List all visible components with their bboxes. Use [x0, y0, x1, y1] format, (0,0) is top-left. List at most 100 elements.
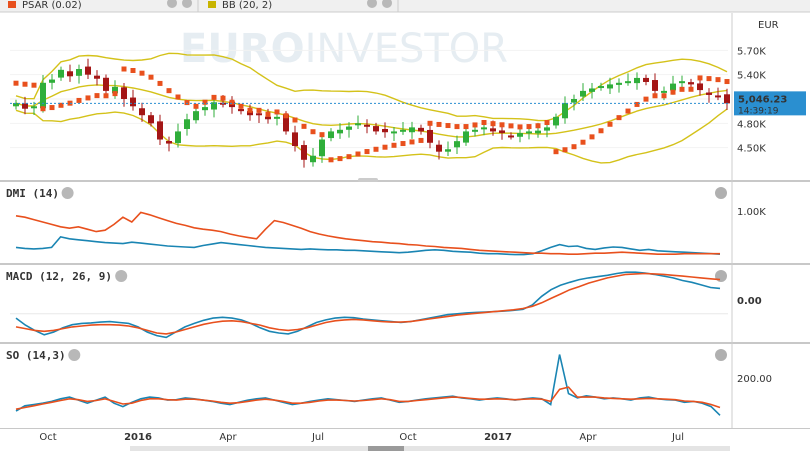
candle: [175, 123, 181, 148]
navigator-thumb[interactable]: [368, 446, 404, 451]
indicator-label: BB (20, 2): [222, 0, 272, 11]
candle-body: [553, 116, 559, 126]
psar-point: [562, 147, 568, 153]
candle: [688, 78, 694, 88]
x-axis-band: [0, 429, 810, 451]
candle: [589, 82, 595, 99]
psar-point: [688, 86, 694, 92]
psar-point: [85, 95, 91, 101]
indicator-tab[interactable]: BB (20, 2): [208, 0, 399, 12]
psar-point: [175, 94, 181, 100]
x-tick-label: 2017: [484, 432, 512, 443]
candle-body: [328, 131, 334, 139]
price-tag-value: 5,046.23: [738, 94, 787, 105]
candle-body: [202, 107, 208, 111]
candle: [616, 78, 622, 93]
candle: [193, 107, 199, 124]
price-tag-time: 14:39:19: [738, 106, 779, 116]
psar-point: [418, 137, 424, 143]
candle-body: [454, 141, 460, 148]
close-icon[interactable]: [715, 270, 727, 282]
candle-body: [85, 66, 91, 75]
psar-point: [427, 120, 433, 126]
panel-resize-handle[interactable]: [358, 178, 378, 182]
psar-point: [436, 121, 442, 127]
candle: [571, 94, 577, 111]
candle: [445, 141, 451, 157]
psar-point: [490, 121, 496, 127]
candle-body: [436, 144, 442, 152]
candle-body: [283, 114, 289, 132]
candle: [526, 127, 532, 140]
psar-point: [373, 146, 379, 152]
psar-point: [22, 81, 28, 87]
close-icon[interactable]: [382, 0, 392, 8]
psar-point: [13, 80, 19, 86]
candle-body: [625, 81, 631, 84]
candle: [391, 127, 397, 141]
psar-point: [499, 122, 505, 128]
candle-body: [355, 123, 361, 126]
candle: [724, 88, 730, 111]
psar-point: [454, 124, 460, 130]
psar-point: [661, 93, 667, 99]
candle: [67, 64, 73, 82]
x-tick-label: Jul: [671, 432, 684, 443]
psar-point: [607, 121, 613, 127]
psar-point: [571, 144, 577, 150]
x-tick-label: Apr: [219, 432, 237, 443]
psar-point: [292, 117, 298, 123]
candle-body: [337, 129, 343, 134]
close-icon[interactable]: [182, 0, 192, 8]
psar-point: [526, 124, 532, 130]
psar-point: [616, 115, 622, 121]
psar-point: [130, 68, 136, 74]
candle-body: [175, 131, 181, 144]
candle: [301, 140, 307, 168]
psar-point: [229, 99, 235, 105]
psar-point: [409, 139, 415, 145]
macd-title: MACD (12, 26, 9): [6, 270, 112, 283]
price-tick-label: 5.70K: [737, 46, 766, 57]
candle-body: [364, 124, 370, 127]
candle: [49, 74, 55, 90]
indicator-swatch: [8, 1, 16, 8]
candle-body: [382, 128, 388, 133]
candle-body: [409, 127, 415, 133]
psar-point: [508, 123, 514, 129]
psar-point: [238, 103, 244, 109]
bb-middle-band: [15, 84, 728, 138]
psar-point: [724, 79, 730, 85]
wrench-icon[interactable]: [367, 0, 377, 8]
so-orange-line: [15, 386, 721, 410]
candle: [130, 89, 136, 111]
x-tick-label: Apr: [579, 432, 597, 443]
candle: [706, 88, 712, 103]
psar-point: [193, 103, 199, 109]
navigator-strip[interactable]: [130, 446, 730, 451]
candle: [364, 119, 370, 134]
candle: [157, 114, 163, 146]
candle-body: [526, 131, 532, 134]
wrench-icon[interactable]: [68, 349, 81, 361]
candle-body: [688, 82, 694, 85]
wrench-icon[interactable]: [61, 187, 74, 199]
candle-body: [652, 80, 658, 91]
psar-point: [166, 88, 172, 94]
close-icon[interactable]: [715, 349, 727, 361]
psar-point: [553, 149, 559, 155]
psar-point: [679, 86, 685, 92]
close-icon[interactable]: [715, 187, 727, 199]
candle-body: [103, 77, 109, 91]
candle-body: [184, 119, 190, 129]
indicator-tab[interactable]: PSAR (0.02): [8, 0, 199, 12]
candle-body: [697, 83, 703, 91]
candle-body: [247, 111, 253, 116]
candle: [103, 74, 109, 95]
candle: [139, 102, 145, 122]
wrench-icon[interactable]: [115, 270, 128, 282]
wrench-icon[interactable]: [167, 0, 177, 8]
psar-point: [58, 102, 64, 108]
candle-body: [301, 145, 307, 160]
